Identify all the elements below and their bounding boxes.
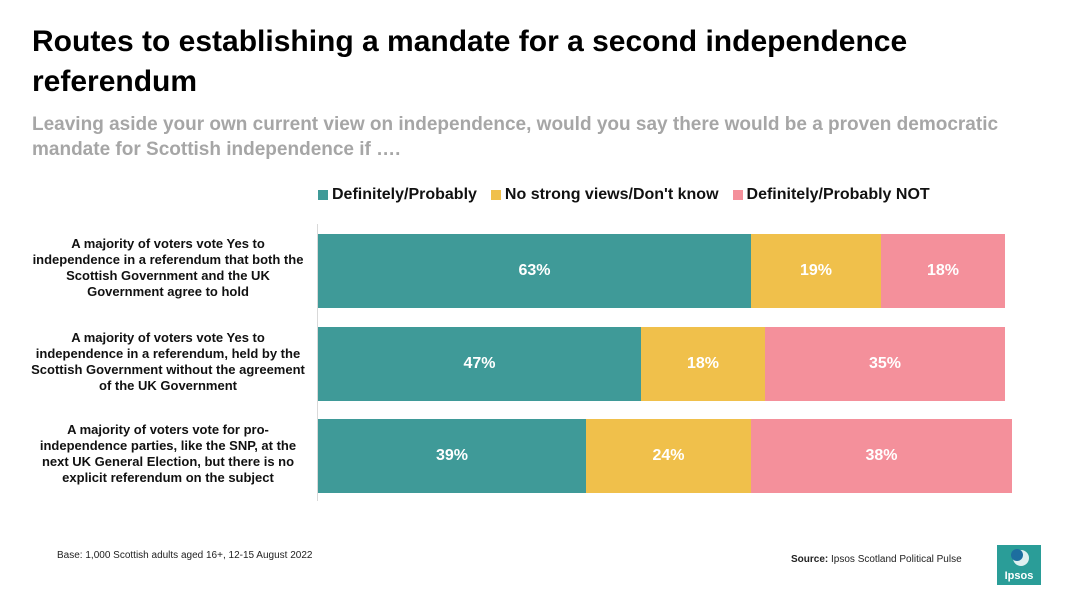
data-label-definitely-row-1: 63% (518, 262, 551, 279)
bar-no-strong-views-row-2: 18% (641, 327, 765, 401)
bar-definitely-row-1: 63% (318, 234, 751, 308)
bar-definitely-not-row-3: 38% (751, 419, 1012, 493)
legend-swatch-no-strong-views (490, 190, 501, 200)
legend-swatch-definitely-not (732, 190, 743, 200)
legend-item-definitely-not: Definitely/Probably NOT (732, 186, 930, 204)
chart-title: Routes to establishing a mandate for a s… (32, 25, 908, 98)
logo-mark-icon (1011, 549, 1029, 566)
legend-label-definitely-not: Definitely/Probably NOT (746, 186, 930, 203)
data-label-no-strong-views-row-3: 24% (652, 447, 685, 464)
bar-definitely-row-3: 39% (318, 419, 586, 493)
legend-item-no-strong-views: No strong views/Don't know (490, 186, 719, 204)
legend-label-definitely: Definitely/Probably (332, 186, 477, 203)
data-label-definitely-not-row-2: 35% (868, 355, 902, 372)
bar-definitely-not-row-1: 18% (881, 234, 1005, 308)
data-label-definitely-not-row-3: 38% (865, 447, 898, 464)
legend-label-no-strong-views: No strong views/Don't know (504, 186, 719, 203)
data-label-definitely-row-3: 39% (435, 447, 469, 464)
data-label-no-strong-views-row-2: 18% (686, 355, 720, 372)
ipsos-logo: Ipsos (997, 545, 1041, 585)
source-label: Source: (791, 554, 829, 565)
data-label-definitely-row-2: 47% (463, 355, 496, 372)
category-label-1: A majority of voters vote Yes to indepen… (32, 236, 304, 299)
bar-no-strong-views-row-3: 24% (586, 419, 751, 493)
legend-item-definitely: Definitely/Probably (318, 186, 477, 204)
data-label-no-strong-views-row-1: 19% (799, 262, 833, 279)
chart-subtitle: Leaving aside your own current view on i… (32, 114, 999, 160)
bar-no-strong-views-row-1: 19% (751, 234, 881, 308)
legend: Definitely/Probably No strong views/Don'… (318, 184, 1018, 206)
logo-text: Ipsos (1004, 570, 1034, 582)
base-footnote: Base: 1,000 Scottish adults aged 16+, 12… (57, 550, 313, 561)
category-label-3: A majority of voters vote for pro-indepe… (39, 422, 297, 485)
data-label-definitely-not-row-1: 18% (926, 262, 960, 279)
bar-definitely-row-2: 47% (318, 327, 641, 401)
category-label-2: A majority of voters vote Yes to indepen… (31, 330, 305, 393)
source-text: Ipsos Scotland Political Pulse (831, 554, 962, 565)
category-axis-line (317, 224, 318, 501)
legend-swatch-definitely (318, 190, 328, 200)
source-note: Source: Ipsos Scotland Political Pulse (791, 554, 962, 565)
bar-definitely-not-row-2: 35% (765, 327, 1005, 401)
